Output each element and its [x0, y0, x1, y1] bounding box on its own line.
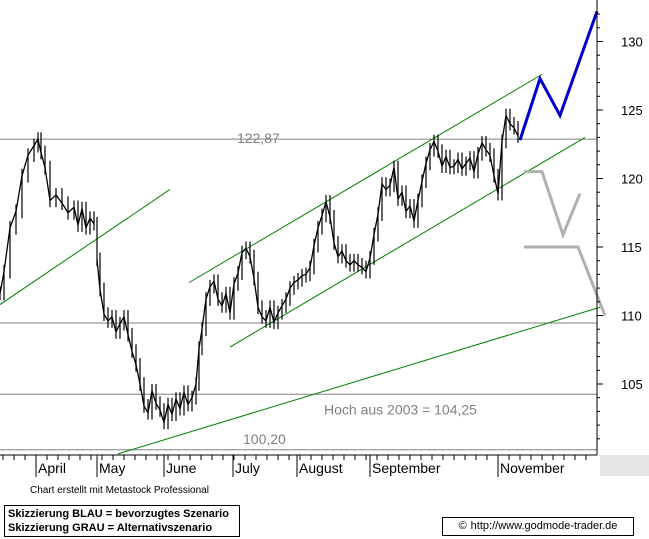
credit-text: Chart erstellt mit Metastock Professiona… — [30, 485, 209, 496]
source-url: http://www.godmode-trader.de — [470, 520, 618, 532]
y-tick-label: 105 — [621, 377, 643, 392]
y-tick-label: 125 — [621, 103, 643, 118]
level-label: 100,20 — [243, 431, 286, 447]
price-line — [96, 113, 519, 425]
axes: 105 110 115 120 125 130 April May June July August… — [0, 0, 649, 477]
trendline — [188, 73, 543, 284]
horizontal-levels — [0, 138, 597, 451]
axis-corner — [600, 455, 649, 476]
y-tick-label: 120 — [621, 172, 643, 187]
gray-scenario-line — [524, 245, 607, 317]
source-url-box: © http://www.godmode-trader.de — [442, 517, 634, 536]
y-tick-label: 110 — [621, 309, 642, 324]
price-series — [0, 108, 519, 430]
month-label: November — [500, 460, 565, 476]
month-label: April — [38, 460, 66, 476]
level-label: Hoch aus 2003 = 104,25 — [324, 401, 477, 417]
legend-gray-scenario: Skizzierung GRAU = Alternativszenario — [8, 522, 213, 534]
scenario-projections — [518, 10, 607, 317]
month-label: August — [299, 460, 343, 476]
y-tick-label: 115 — [621, 240, 642, 255]
trendline — [0, 189, 171, 305]
month-label: July — [235, 460, 260, 476]
month-label: May — [99, 460, 125, 476]
price-line — [0, 137, 95, 294]
legend-blue-scenario: Skizzierung BLAU = bevorzugtes Szenario — [8, 508, 229, 520]
copyright-icon: © — [458, 520, 467, 532]
month-label: June — [166, 460, 197, 476]
trendline — [117, 306, 601, 455]
level-labels: 122,87 Hoch aus 2003 = 104,25 100,20 — [237, 130, 477, 447]
trendlines — [0, 73, 601, 455]
level-label: 122,87 — [237, 130, 280, 146]
blue-scenario-line — [518, 10, 599, 141]
gray-scenario-line — [524, 170, 582, 239]
y-tick-label: 130 — [621, 35, 643, 50]
trendline — [229, 136, 586, 348]
month-label: September — [372, 460, 441, 476]
scenario-legend: Skizzierung BLAU = bevorzugtes Szenario … — [4, 505, 240, 537]
